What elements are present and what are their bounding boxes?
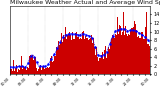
Text: Milwaukee Weather Actual and Average Wind Speed by Minute mph (Last 24 Hours): Milwaukee Weather Actual and Average Win…	[10, 1, 160, 5]
